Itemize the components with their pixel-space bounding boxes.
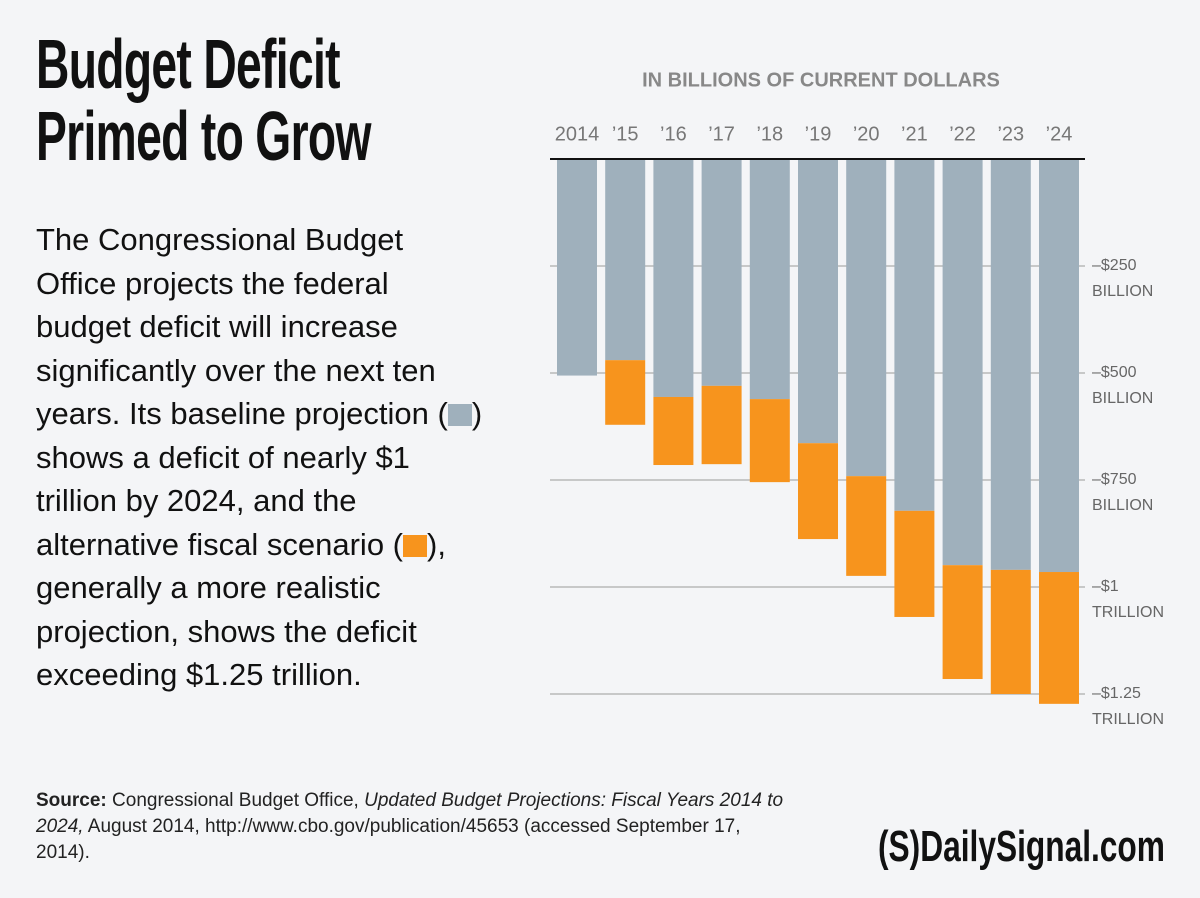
y-tick-label: –$500 BILLION [1092, 364, 1154, 407]
brand-logo: (S)DailySignal.com [878, 822, 1165, 871]
x-tick-label: ’15 [612, 123, 639, 145]
alternative-bar [653, 396, 694, 466]
y-tick-label: –$1.25 TRILLION [1092, 685, 1165, 728]
baseline-bar [557, 159, 597, 376]
source-text: August 2014, http://www.cbo.gov/publicat… [36, 816, 741, 863]
alternative-bar [749, 399, 790, 483]
baseline-bar [798, 159, 838, 444]
baseline-bar [749, 159, 790, 400]
baseline-swatch [447, 404, 472, 426]
x-tick-label: ’18 [756, 123, 783, 145]
baseline-bar [990, 159, 1031, 570]
body-text: The Congressional Budget Office projects… [36, 218, 486, 697]
alternative-bar [605, 360, 646, 425]
alternative-bar [942, 565, 983, 680]
baseline-bar [894, 159, 935, 511]
alternative-bar [701, 385, 742, 465]
text: ) shows a deficit of nearly $1 trillion … [36, 396, 483, 562]
text: The Congressional Budget Office projects… [36, 222, 448, 431]
x-tick-label: 2014 [555, 123, 600, 145]
y-tick-label: –$1 TRILLION [1092, 578, 1165, 621]
chart-subtitle: IN BILLIONS OF CURRENT DOLLARS [642, 69, 1000, 91]
baseline-bar [846, 159, 887, 477]
baseline-bar [653, 159, 694, 397]
x-tick-label: ’21 [901, 123, 928, 145]
baseline-bar [1039, 159, 1079, 573]
x-tick-label: ’24 [1046, 123, 1073, 145]
x-tick-label: ’20 [853, 123, 880, 145]
x-tick-label: ’22 [949, 123, 976, 145]
source-title: Updated Budget Projections: Fiscal Years… [36, 790, 784, 837]
y-tick-label: –$750 BILLION [1092, 471, 1154, 514]
alternative-swatch [403, 534, 427, 557]
source-label: Source: [36, 790, 107, 811]
source-text: Congressional Budget Office, [112, 790, 365, 811]
x-tick-label: ’17 [708, 123, 735, 145]
x-tick-label: ’19 [805, 123, 832, 145]
text: ), generally a more realistic projection… [36, 526, 446, 693]
x-tick-label: ’16 [660, 123, 687, 145]
y-tick-label: –$250 BILLION [1092, 257, 1154, 300]
alternative-bar [846, 476, 887, 576]
alternative-bar [990, 569, 1031, 694]
baseline-bar [701, 159, 742, 386]
title: Budget Deficit Primed to Grow [36, 25, 371, 175]
baseline-bar [942, 159, 983, 566]
source: Source: Congressional Budget Office, Upd… [36, 788, 796, 866]
alternative-bar [1039, 572, 1079, 704]
alternative-bar [894, 510, 935, 617]
alternative-bar [798, 443, 838, 540]
baseline-bar [605, 159, 646, 361]
x-tick-label: ’23 [997, 123, 1024, 145]
